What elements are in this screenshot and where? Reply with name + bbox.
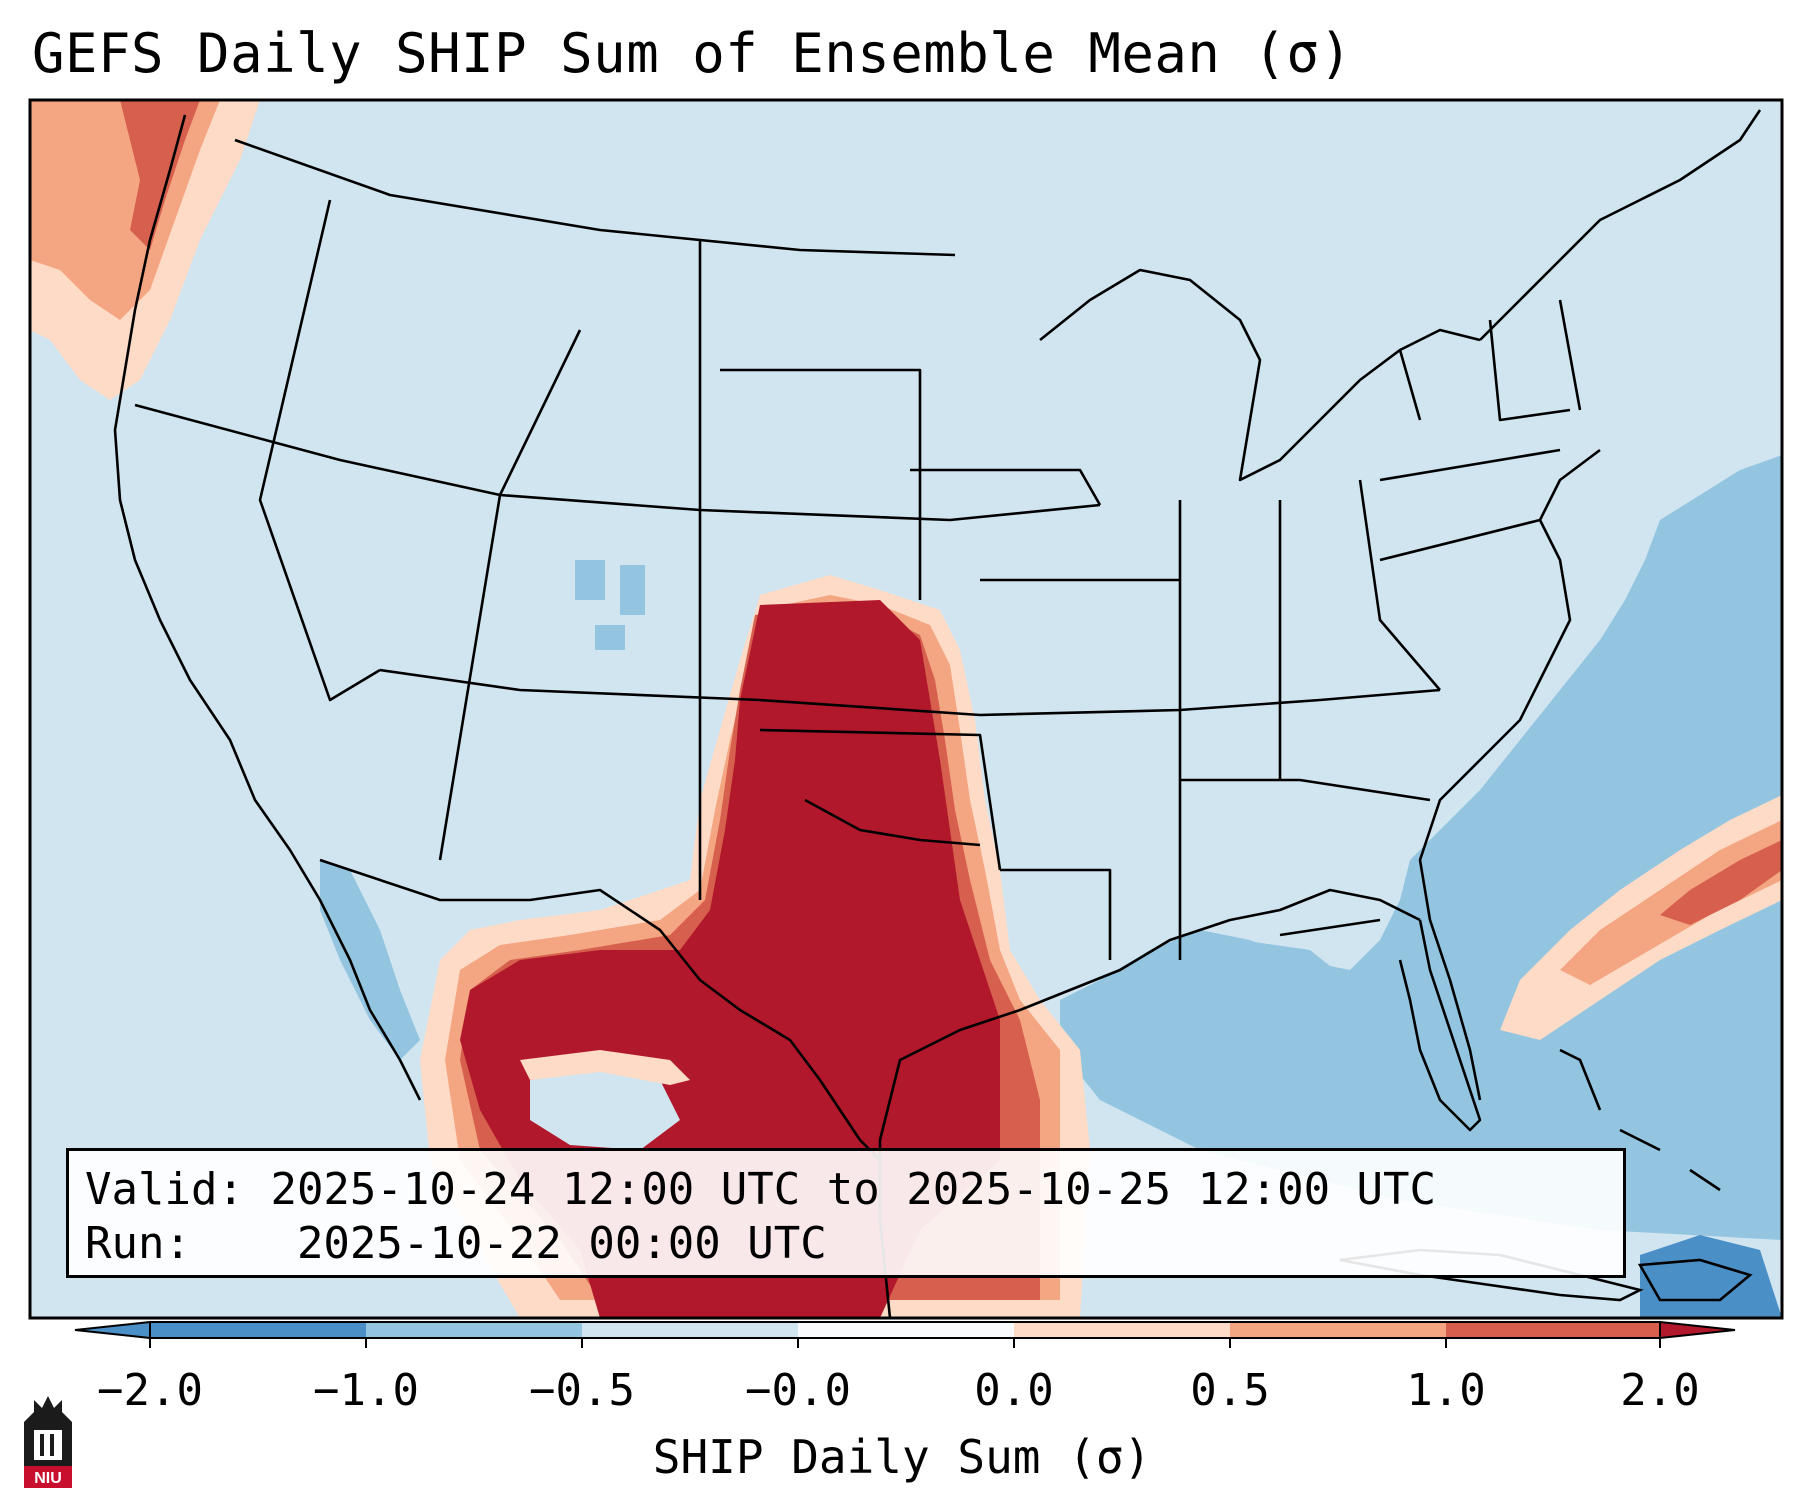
- colorbar-tick-label: 1.0: [1406, 1365, 1486, 1416]
- colorbar-segment: [366, 1322, 582, 1338]
- state-line: [1279, 918, 1381, 937]
- valid-label: Valid:: [85, 1164, 244, 1215]
- florida-coastline: [1398, 919, 1482, 1132]
- gulf-coastline: [878, 888, 1421, 1318]
- colorbar-segment: [1446, 1322, 1660, 1338]
- state-line: [258, 199, 381, 702]
- colorado-negative-patch: [575, 560, 605, 600]
- state-line: [804, 798, 981, 847]
- colorbar-extend-high: [1659, 1320, 1736, 1340]
- east-coastline: [1418, 448, 1601, 1101]
- mexico-light-hole: [530, 1070, 680, 1150]
- hispaniola-outline: [1637, 1258, 1753, 1302]
- state-line: [1379, 448, 1561, 482]
- run-label: Run:: [85, 1218, 191, 1269]
- state-line: [498, 329, 582, 496]
- valid-run-info-box: Valid: 2025-10-24 12:00 UTC to 2025-10-2…: [66, 1148, 1626, 1278]
- canada-border: [234, 138, 956, 257]
- colorbar-tick-label: −2.0: [97, 1365, 203, 1416]
- state-line: [379, 668, 981, 717]
- state-line: [1379, 518, 1541, 562]
- atlantic-positive-band: [1560, 820, 1782, 985]
- west-coastline: [113, 114, 422, 1101]
- colorbar-segment: [582, 1322, 798, 1338]
- state-line: [1180, 778, 1431, 802]
- colorbar-tick-label: 2.0: [1620, 1365, 1700, 1416]
- colorbar-outline: [149, 1321, 1661, 1339]
- state-line: [1000, 868, 1112, 960]
- colorbar-segment: [150, 1322, 366, 1338]
- mexico-positive-light-rim: [520, 1050, 690, 1085]
- valid-time-range: 2025-10-24 12:00 UTC to 2025-10-25 12:00…: [270, 1164, 1437, 1215]
- state-line: [438, 494, 502, 861]
- atlantic-positive-band-core: [1660, 840, 1782, 925]
- baja-negative-region: [320, 860, 420, 1060]
- map-frame: [28, 98, 1784, 1320]
- state-line: [910, 468, 1102, 506]
- state-line: [134, 403, 1101, 522]
- chart-title: GEFS Daily SHIP Sum of Ensemble Mean (σ): [32, 22, 1353, 85]
- state-line: [979, 688, 1441, 717]
- colorbar-tick-label: 0.0: [974, 1365, 1054, 1416]
- niu-logo: NIU: [24, 1396, 72, 1488]
- niu-logo-text: NIU: [34, 1470, 62, 1487]
- mexico-border: [319, 858, 881, 1161]
- state-line: [720, 368, 922, 600]
- colorbar-tick-label: −0.5: [529, 1365, 635, 1416]
- gulf-negative-region: [1140, 940, 1370, 1090]
- state-line: [759, 728, 1002, 871]
- state-line: [1358, 479, 1441, 691]
- great-lakes-shoreline: [1039, 268, 1481, 482]
- boundary-lines: [113, 109, 1762, 1318]
- bahamas-outline: [1559, 1048, 1721, 1192]
- run-time: 2025-10-22 00:00 UTC: [296, 1218, 827, 1269]
- colorbar-segment: [1014, 1322, 1230, 1338]
- colorbar: [74, 1320, 1736, 1348]
- colorbar-segment: [1230, 1322, 1446, 1338]
- state-line: [1488, 319, 1571, 422]
- colorbar-extend-low: [74, 1320, 151, 1340]
- colorbar-segment: [798, 1322, 1014, 1338]
- caribbean-strong-negative: [1640, 1235, 1782, 1318]
- colorado-negative-patch: [595, 625, 625, 650]
- colorbar-tick-label: 0.5: [1190, 1365, 1270, 1416]
- state-line: [1398, 349, 1422, 421]
- northeast-coastline: [1479, 109, 1762, 341]
- state-line: [1558, 299, 1582, 411]
- colorbar-tick-label: −1.0: [313, 1365, 419, 1416]
- colorbar-tick-label: −0.0: [745, 1365, 851, 1416]
- colorado-negative-patch: [620, 565, 645, 615]
- colorbar-title: SHIP Daily Sum (σ): [652, 1430, 1152, 1484]
